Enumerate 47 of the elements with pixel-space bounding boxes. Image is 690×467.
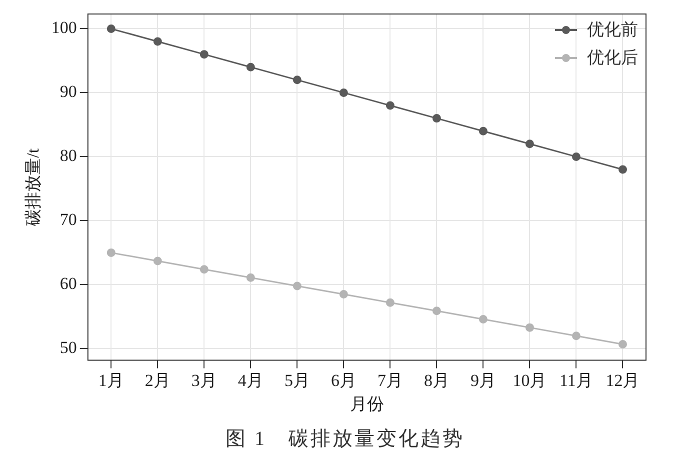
point: [246, 273, 255, 282]
point: [618, 340, 627, 348]
x-tick-label: 1月: [98, 370, 124, 390]
point: [572, 332, 580, 340]
point: [572, 152, 580, 161]
x-tick-label: 4月: [238, 370, 264, 390]
y-tick-label: 70: [60, 210, 77, 230]
y-tick-label: 80: [60, 146, 77, 166]
x-tick-label: 3月: [191, 370, 217, 390]
y-tick-label: 60: [60, 274, 77, 294]
point: [106, 248, 116, 257]
x-tick-label: 7月: [377, 370, 403, 390]
x-tick-label: 6月: [330, 370, 356, 390]
point: [292, 76, 302, 84]
y-axis-title: 碳排放量/t: [24, 148, 43, 227]
x-tick-label: 5月: [284, 370, 310, 390]
point: [432, 114, 441, 123]
point: [478, 126, 488, 136]
x-tick-label: 10月: [512, 370, 547, 390]
caption: 图 1 碳排放量变化趋势: [224, 427, 466, 452]
point: [200, 50, 208, 59]
point: [339, 290, 348, 299]
x-tick-label: 12月: [606, 370, 640, 390]
point: [386, 298, 394, 307]
point: [618, 165, 627, 174]
y-tick-label: 100: [51, 18, 77, 38]
point: [153, 37, 162, 46]
x-axis-title: 月份: [350, 394, 384, 414]
point: [106, 24, 116, 33]
point: [153, 256, 162, 266]
point: [525, 140, 534, 148]
point: [386, 101, 394, 110]
legend-label: 优化后: [587, 47, 638, 69]
x-tick-label: 2月: [144, 370, 170, 390]
x-tick-label: 11月: [560, 370, 593, 390]
point: [339, 88, 348, 97]
point: [246, 62, 255, 72]
x-tick-label: 9月: [470, 370, 496, 390]
y-tick-label: 90: [60, 82, 77, 102]
point: [292, 282, 302, 290]
point: [200, 265, 208, 274]
x-tick-label: 8月: [424, 370, 450, 390]
y-tick-label: 50: [60, 338, 77, 358]
point: [525, 323, 534, 332]
legend-label: 优化前: [587, 19, 638, 41]
point: [432, 306, 441, 316]
point: [478, 314, 488, 324]
